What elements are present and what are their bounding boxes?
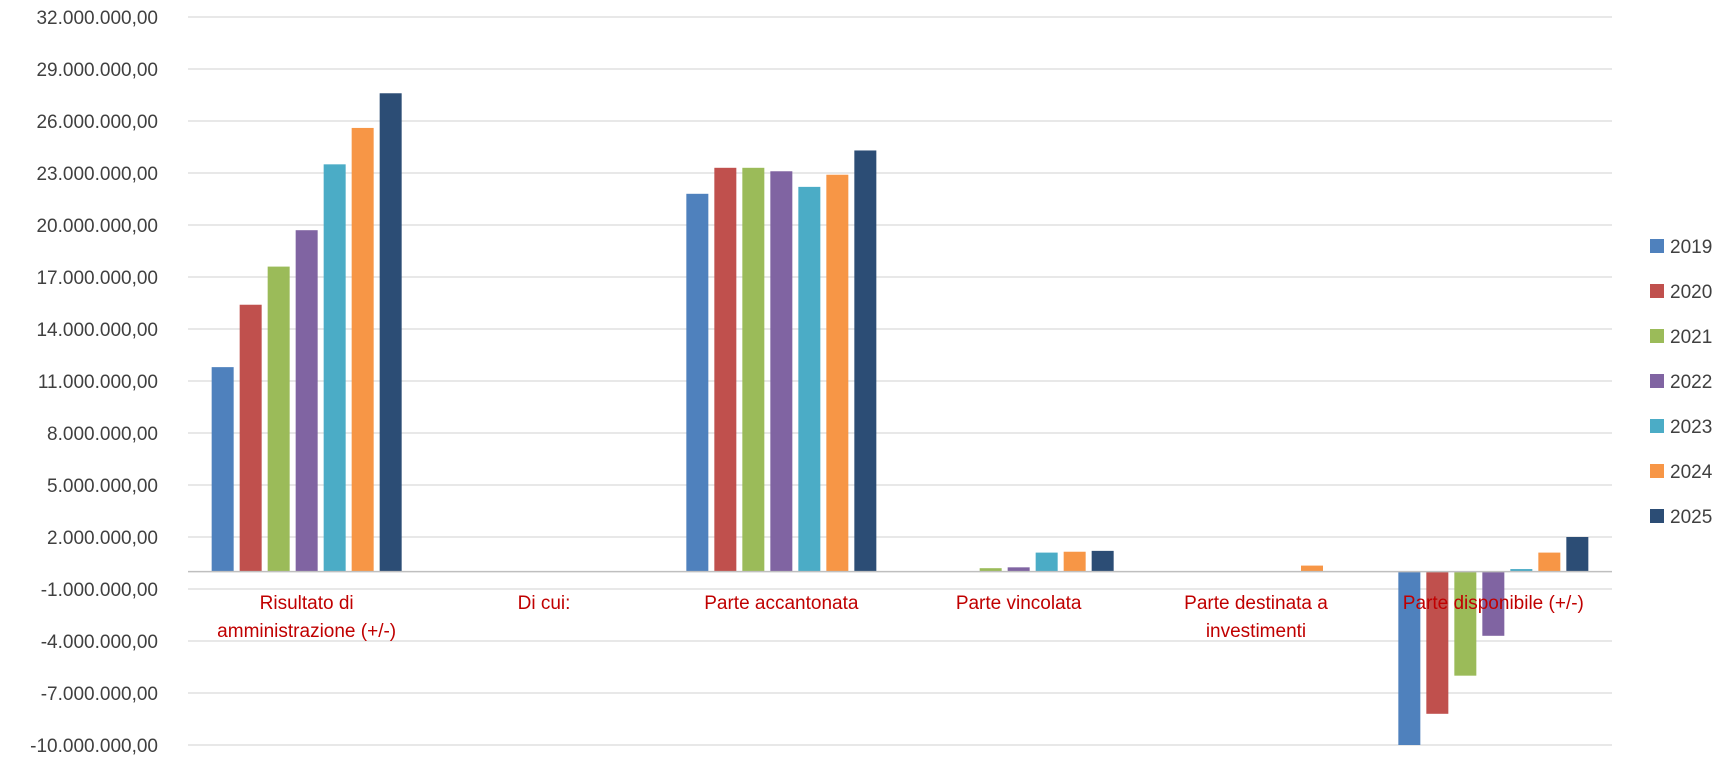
bar-2025-cat-2 bbox=[854, 150, 877, 572]
bar-2024-cat-0 bbox=[351, 127, 374, 572]
bar-2024-cat-2 bbox=[826, 174, 849, 572]
bar-2023-cat-3 bbox=[1035, 552, 1058, 572]
legend-label-2019: 2019 bbox=[1670, 237, 1712, 258]
bar-2020-cat-0 bbox=[239, 304, 262, 572]
category-labels: Risultato di amministrazione (+/-) Di cui:… bbox=[217, 593, 1584, 642]
category-label-line: Parte vincolata bbox=[956, 593, 1082, 614]
category-label: Parte disponibile (+/-) bbox=[1403, 593, 1584, 614]
bar-2025-cat-5 bbox=[1566, 537, 1589, 572]
legend-label-2021: 2021 bbox=[1670, 327, 1712, 348]
y-tick-label: 29.000.000,00 bbox=[36, 60, 158, 81]
bar-2025-cat-3 bbox=[1091, 550, 1114, 572]
category-label: Di cui: bbox=[518, 593, 571, 614]
gridlines bbox=[188, 16, 1612, 746]
bar-2022-cat-5 bbox=[1482, 571, 1505, 636]
category-label-line: amministrazione (+/-) bbox=[217, 621, 396, 642]
legend-swatch-2019 bbox=[1650, 239, 1664, 253]
y-tick-label: 26.000.000,00 bbox=[36, 112, 158, 133]
bar-2025-cat-0 bbox=[379, 93, 402, 572]
category-label: Risultato di amministrazione (+/-) bbox=[217, 593, 396, 642]
bar-2021-cat-3 bbox=[979, 568, 1002, 572]
bar-2021-cat-2 bbox=[742, 167, 765, 572]
bar-2019-cat-5 bbox=[1398, 571, 1421, 745]
category-label-line: investimenti bbox=[1206, 621, 1306, 642]
bar-2022-cat-3 bbox=[1007, 567, 1030, 572]
legend-label-2020: 2020 bbox=[1670, 282, 1712, 303]
legend-swatch-2022 bbox=[1650, 374, 1664, 388]
y-tick-label: -1.000.000,00 bbox=[41, 580, 158, 601]
y-tick-label: -4.000.000,00 bbox=[41, 632, 158, 653]
legend-swatch-2021 bbox=[1650, 329, 1664, 343]
category-label-line: Parte accantonata bbox=[704, 593, 859, 614]
category-label: Parte accantonata bbox=[704, 593, 859, 614]
bar-2023-cat-5 bbox=[1510, 569, 1533, 572]
legend-swatch-2024 bbox=[1650, 464, 1664, 478]
y-tick-label: 17.000.000,00 bbox=[36, 268, 158, 289]
y-tick-label: 32.000.000,00 bbox=[36, 8, 158, 29]
legend-label-2023: 2023 bbox=[1670, 417, 1712, 438]
bar-2019-cat-0 bbox=[211, 367, 234, 572]
y-tick-label: 14.000.000,00 bbox=[36, 320, 158, 341]
y-tick-label: 8.000.000,00 bbox=[47, 424, 158, 445]
category-label: Parte vincolata bbox=[956, 593, 1082, 614]
bar-2024-cat-3 bbox=[1063, 551, 1086, 572]
bar-2022-cat-2 bbox=[770, 171, 793, 572]
bar-2022-cat-0 bbox=[295, 230, 318, 572]
bar-2021-cat-0 bbox=[267, 266, 290, 572]
legend-label-2022: 2022 bbox=[1670, 372, 1712, 393]
bar-2023-cat-0 bbox=[323, 164, 346, 572]
y-tick-label: 2.000.000,00 bbox=[47, 528, 158, 549]
bar-2020-cat-2 bbox=[714, 167, 737, 572]
y-tick-label: 20.000.000,00 bbox=[36, 216, 158, 237]
category-label-line: Parte disponibile (+/-) bbox=[1403, 593, 1584, 614]
bar-2021-cat-5 bbox=[1454, 571, 1477, 676]
legend-label-2024: 2024 bbox=[1670, 462, 1713, 483]
legend-label-2025: 2025 bbox=[1670, 507, 1712, 528]
y-tick-label: -7.000.000,00 bbox=[41, 684, 158, 705]
legend: 2019 2020 2021 2022 2023 2024 2025 bbox=[1650, 237, 1713, 528]
bars bbox=[211, 93, 1589, 745]
category-label-line: Di cui: bbox=[518, 593, 571, 614]
y-tick-label: 23.000.000,00 bbox=[36, 164, 158, 185]
legend-swatch-2020 bbox=[1650, 284, 1664, 298]
category-label-line: Parte destinata a bbox=[1184, 593, 1328, 614]
y-tick-label: 11.000.000,00 bbox=[38, 372, 158, 393]
bar-2024-cat-4 bbox=[1301, 565, 1323, 572]
bar-2019-cat-2 bbox=[686, 193, 709, 572]
y-tick-label: 5.000.000,00 bbox=[47, 476, 158, 497]
category-label-line: Risultato di bbox=[260, 593, 354, 614]
bar-2023-cat-2 bbox=[798, 186, 821, 572]
legend-swatch-2023 bbox=[1650, 419, 1664, 433]
y-axis-tick-labels: 32.000.000,00 29.000.000,00 26.000.000,00 2… bbox=[30, 8, 158, 757]
bar-2020-cat-5 bbox=[1426, 571, 1449, 714]
legend-swatch-2025 bbox=[1650, 509, 1664, 523]
category-label: Parte destinata a investimenti bbox=[1184, 593, 1328, 642]
y-tick-label: -10.000.000,00 bbox=[30, 736, 158, 757]
bar-2024-cat-5 bbox=[1538, 552, 1561, 572]
